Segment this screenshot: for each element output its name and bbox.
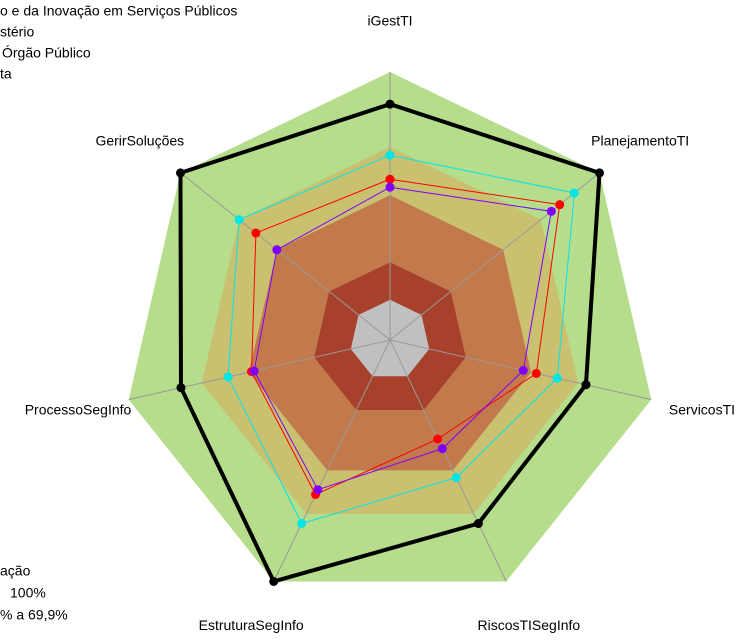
band-legend-label: % a 69,9%	[0, 607, 68, 623]
legend-label: stério	[0, 24, 34, 40]
axis-label: EstruturaSegInfo	[199, 617, 304, 633]
series-point	[569, 188, 579, 198]
series-point	[175, 168, 185, 178]
series-point	[581, 380, 591, 390]
series-point	[385, 150, 395, 160]
series-line	[251, 178, 561, 496]
band-legend-label: 100%	[10, 585, 46, 601]
legend-label: Órgão Público	[2, 45, 91, 61]
spoke	[128, 339, 391, 401]
series-point	[297, 519, 307, 529]
axis-label: PlanejamentoTI	[591, 132, 689, 148]
series-point	[595, 168, 605, 178]
series-point	[473, 519, 483, 529]
series-point	[234, 215, 244, 225]
series-line	[178, 102, 602, 584]
series-point	[313, 485, 323, 495]
series-point	[385, 174, 395, 184]
series-point	[451, 473, 461, 483]
band-legend-title: ação	[0, 563, 31, 579]
series-point	[546, 206, 556, 216]
series-point	[272, 245, 282, 255]
spoke	[180, 172, 391, 341]
series-point	[251, 228, 261, 238]
series-point	[552, 373, 562, 383]
series-point	[531, 368, 541, 378]
series-point	[223, 372, 233, 382]
axis-label: RiscosTISegInfo	[477, 617, 580, 633]
series-point	[249, 366, 259, 376]
axis-label: ServicosTI	[669, 401, 735, 417]
legend-label: o e da Inovação em Serviços Públicos	[0, 3, 237, 19]
legend-label: ta	[0, 66, 12, 82]
spoke	[273, 339, 391, 582]
spoke	[389, 339, 507, 582]
axis-label: iGestTI	[367, 13, 412, 29]
series-line	[253, 186, 552, 491]
series-point	[437, 444, 447, 454]
series-point	[518, 365, 528, 375]
axis-label: GerirSoluções	[95, 132, 184, 148]
series-point	[176, 383, 186, 393]
series-point	[269, 576, 279, 586]
series-line	[227, 154, 575, 525]
axis-label: ProcessoSegInfo	[25, 401, 132, 417]
series-point	[385, 99, 395, 109]
spoke	[389, 172, 600, 341]
series-point	[385, 182, 395, 192]
series-point	[555, 200, 565, 210]
series-point	[433, 434, 443, 444]
